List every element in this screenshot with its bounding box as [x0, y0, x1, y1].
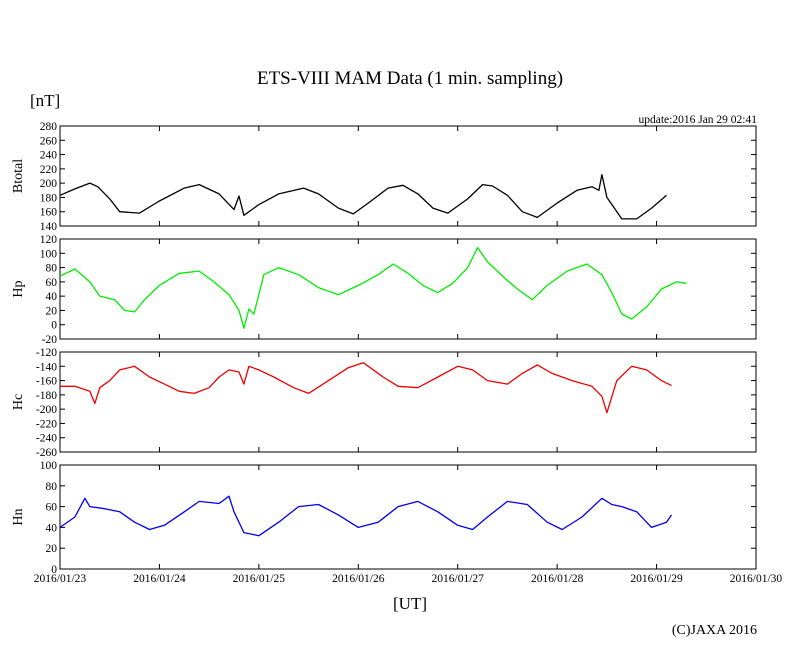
y-tick-label: 60: [46, 277, 58, 289]
y-tick-label: 260: [40, 135, 58, 147]
series-line-hn: [60, 495, 673, 537]
y-tick-label: 20: [46, 305, 58, 317]
y-tick-label: 180: [40, 192, 58, 204]
x-axis-label: [UT]: [393, 594, 427, 613]
panel-hc: -260 -240 -220 -200 -180 -160 -140 -120 Hc: [11, 347, 757, 459]
y-tick-label: -220: [36, 418, 57, 430]
panel-label-btotal: Btotal: [11, 159, 26, 193]
panel-label-hp: Hp: [11, 280, 26, 297]
unit-label: [nT]: [30, 91, 60, 110]
series-line-btotal: [60, 173, 667, 220]
panel-frame-btotal: [59, 125, 757, 227]
panel-btotal: 140 160 180 200 220 240 260 280 Btotal: [11, 121, 757, 233]
x-tick-label: 2016/01/27: [432, 573, 485, 585]
panel-label-hc: Hc: [11, 394, 26, 410]
y-tick-label: 240: [40, 150, 58, 162]
update-timestamp: update:2016 Jan 29 02:41: [639, 114, 758, 126]
y-tick-label: 40: [46, 522, 58, 534]
y-tick-label: -240: [36, 433, 57, 445]
series-line-hp: [60, 246, 687, 329]
y-tick-label: 40: [46, 291, 58, 303]
y-tick-label: 160: [40, 207, 58, 219]
y-tick-label: 120: [40, 234, 58, 246]
y-tick-label: -200: [36, 404, 57, 416]
y-tick-label: 200: [40, 178, 58, 190]
panel-frame-hn: [59, 464, 757, 570]
y-tick-label: -180: [36, 390, 57, 402]
panel-hn: 0 20 40 60 80 100 Hn: [11, 460, 757, 576]
y-tick-label: 20: [46, 543, 58, 555]
y-tick-label: 0: [51, 320, 57, 332]
y-tick-label: 80: [46, 481, 58, 493]
panels: 140160180200220240260280Btotal-200204060…: [11, 121, 757, 576]
y-tick-label: -140: [36, 361, 57, 373]
x-tick-label: 2016/01/25: [233, 573, 286, 585]
x-tick-label: 2016/01/23: [34, 573, 87, 585]
x-tick-label: 2016/01/26: [332, 573, 385, 585]
y-tick-label: 280: [40, 121, 58, 133]
x-tick-label: 2016/01/30: [730, 573, 783, 585]
y-tick-label: 0: [51, 564, 57, 576]
y-tick-label: 80: [46, 263, 58, 275]
x-tick-label: 2016/01/24: [133, 573, 186, 585]
x-tick-label: 2016/01/28: [531, 573, 584, 585]
x-tick-label: 2016/01/29: [630, 573, 683, 585]
y-tick-label: 100: [40, 460, 58, 472]
panel-label-hn: Hn: [11, 508, 26, 525]
y-tick-label: -20: [42, 334, 58, 346]
y-tick-label: 100: [40, 248, 58, 260]
y-tick-label: 220: [40, 164, 58, 176]
series-line-hc: [60, 362, 672, 414]
y-tick-label: -160: [36, 376, 57, 388]
y-tick-label: 140: [40, 221, 58, 233]
panel-frame-hp: [59, 238, 757, 340]
y-tick-label: -260: [36, 447, 57, 459]
panel-hp: -20 0 20 40 60 80 100 120 Hp: [11, 234, 757, 346]
chart-title: ETS-VIII MAM Data (1 min. sampling): [257, 68, 563, 89]
y-tick-label: -120: [36, 347, 57, 359]
copyright: (C)JAXA 2016: [672, 623, 757, 638]
panel-frame-hc: [59, 351, 757, 453]
x-tick-labels: 2016/01/23 2016/01/24 2016/01/25 2016/01/26…: [34, 573, 783, 585]
y-tick-label: 60: [46, 502, 58, 514]
